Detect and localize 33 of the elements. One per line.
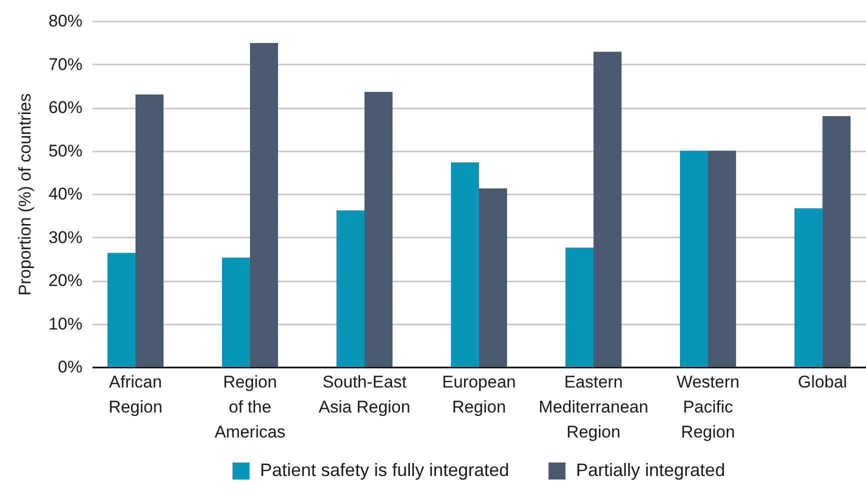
y-tick-label: 60% — [48, 98, 82, 117]
legend-label: Patient safety is fully integrated — [260, 460, 510, 480]
bar — [565, 248, 594, 367]
bar — [250, 43, 278, 367]
legend-label: Partially integrated — [576, 460, 726, 480]
y-tick-label: 20% — [48, 271, 82, 290]
x-tick-label: African Region — [108, 372, 162, 416]
bar — [450, 162, 479, 367]
x-tick-label: Region of the Americas — [214, 372, 286, 442]
y-tick-label: 40% — [48, 184, 82, 204]
y-tick-label: 80% — [48, 12, 82, 30]
y-axis-title: Proportion (%) of countries — [15, 93, 34, 296]
bar — [222, 258, 250, 367]
y-tick-label: 30% — [48, 228, 82, 247]
y-tick-label: 50% — [48, 141, 82, 160]
bar — [136, 94, 164, 367]
bar — [107, 252, 136, 367]
x-tick-label: Eastern Mediterranean Region — [538, 372, 648, 442]
x-tick-label: Global — [798, 372, 848, 392]
y-tick-label: 10% — [48, 314, 82, 334]
bar — [708, 150, 736, 367]
bar — [364, 92, 393, 367]
bar — [593, 52, 622, 367]
x-tick-label: South-East Asia Region — [318, 372, 410, 416]
bar — [336, 210, 365, 367]
bar — [479, 188, 508, 367]
x-tick-label: European Region — [442, 372, 516, 416]
bar — [794, 208, 822, 367]
y-tick-label: 0% — [58, 358, 82, 376]
x-tick-label: Western Pacific Region — [676, 372, 740, 442]
bar — [822, 116, 851, 367]
bar — [680, 150, 708, 367]
y-tick-label: 70% — [48, 54, 82, 74]
